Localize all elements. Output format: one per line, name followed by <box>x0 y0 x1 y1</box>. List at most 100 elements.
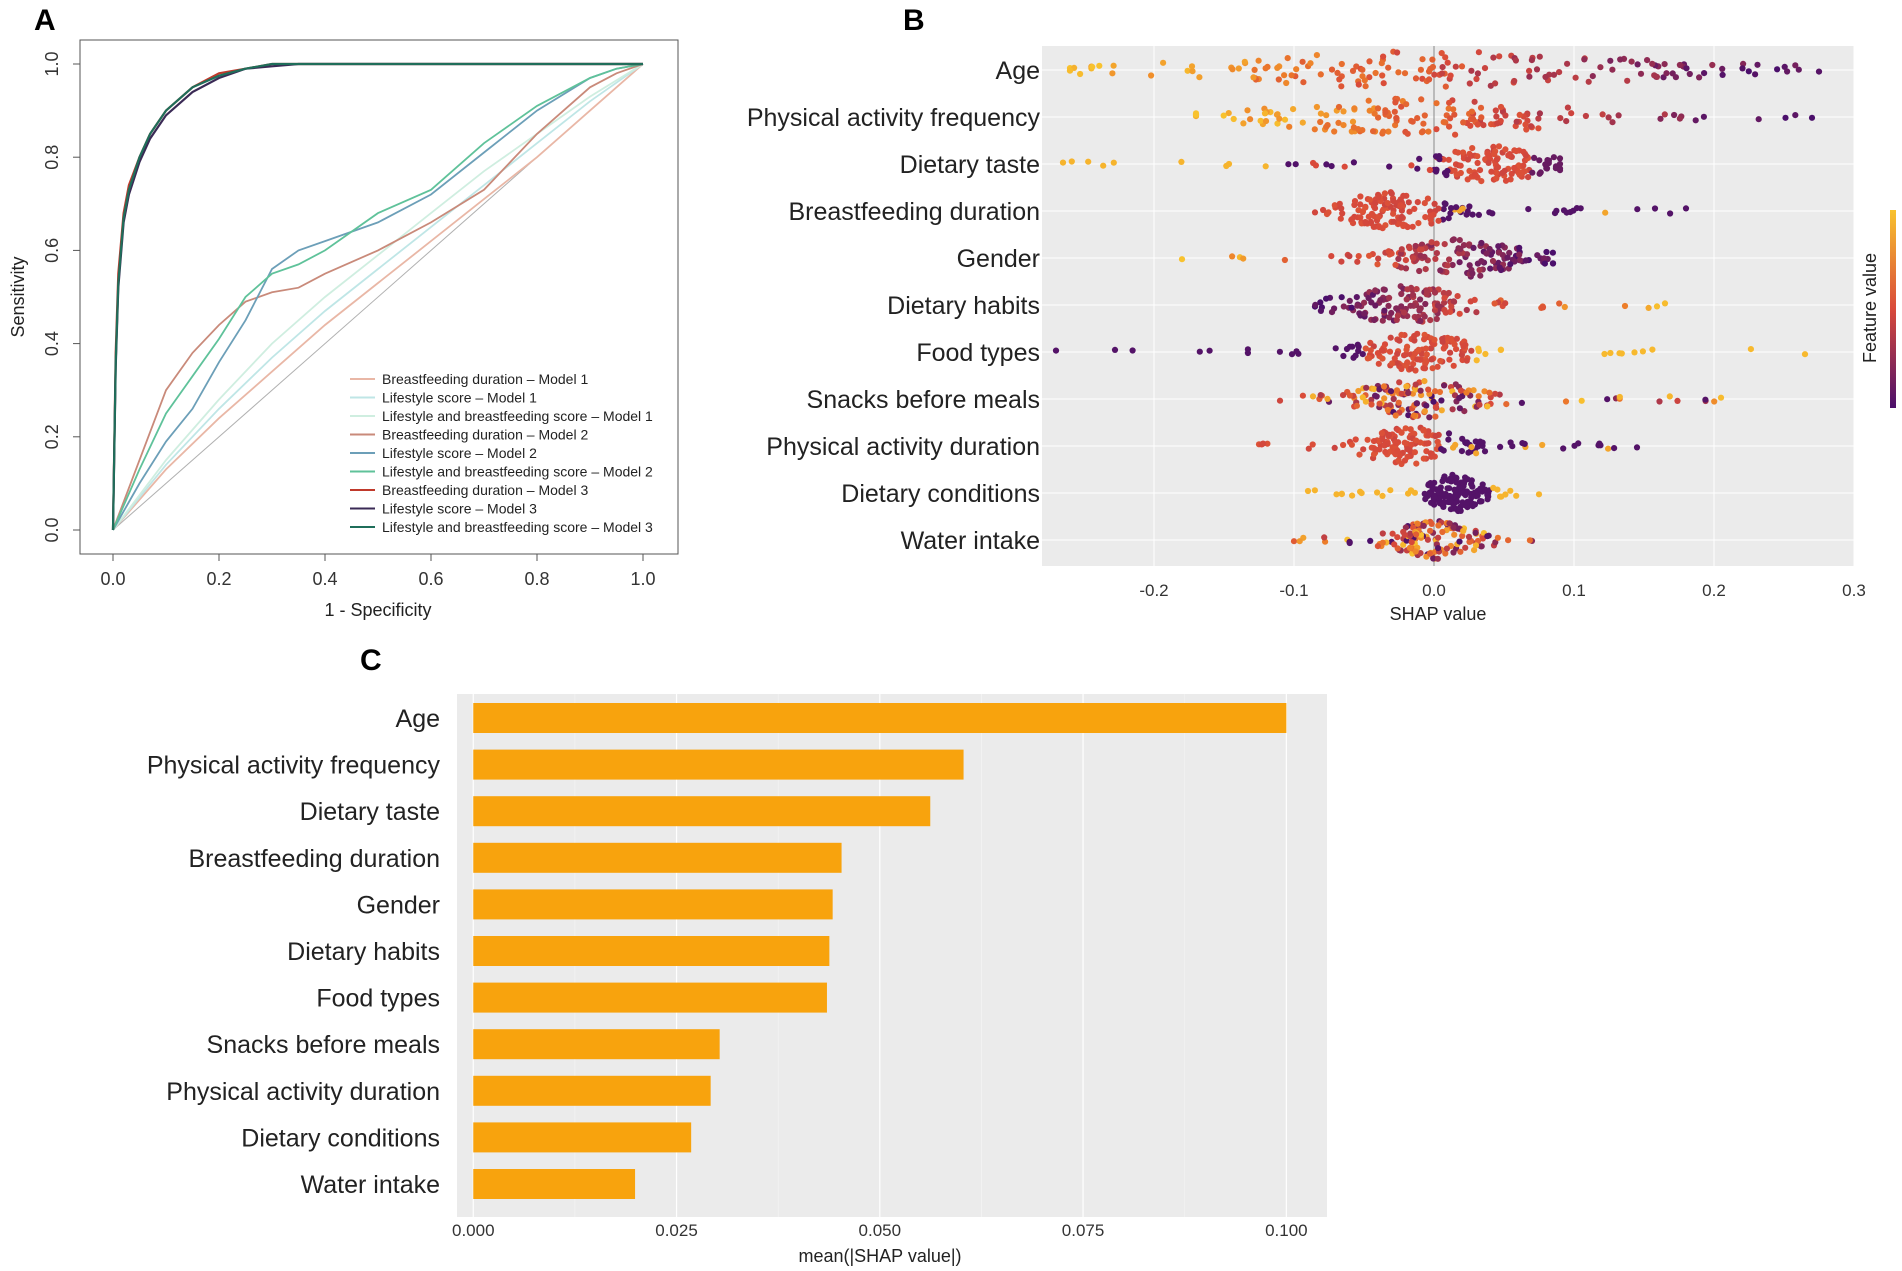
shap-dot <box>1502 300 1509 307</box>
bar-9 <box>473 1075 711 1106</box>
shap-dot <box>1451 167 1458 174</box>
shap-dot <box>1561 303 1568 311</box>
shap-dot <box>1560 445 1567 452</box>
shap-dot <box>1317 118 1324 126</box>
shap-dot <box>1311 126 1318 133</box>
shap-dot <box>1313 52 1320 59</box>
shap-dot <box>1400 528 1407 536</box>
shap-dot <box>1433 250 1440 257</box>
shap-dot <box>1456 259 1463 266</box>
roc-x-tick-label: 0.0 <box>100 569 125 589</box>
shap-dot <box>1419 128 1426 135</box>
shap-dot <box>1336 76 1343 83</box>
shap-dot <box>1372 200 1379 207</box>
shap-dot <box>1507 487 1514 494</box>
shap-dot <box>1616 393 1623 401</box>
shap-dot <box>1412 381 1419 388</box>
shap-dot <box>1096 62 1103 69</box>
shap-dot <box>1473 75 1480 83</box>
shap-dot <box>1225 160 1233 168</box>
shap-dot <box>1526 537 1533 544</box>
shap-dot <box>1476 498 1484 505</box>
shap-dot <box>1421 313 1428 320</box>
shap-dot <box>1371 205 1379 212</box>
shap-dot <box>1711 398 1718 405</box>
shap-dot <box>1359 394 1366 401</box>
shap-dot <box>1276 348 1283 355</box>
beeswarm-feature-label: Gender <box>957 245 1040 273</box>
bar-category-label: Food types <box>316 985 440 1013</box>
shap-dot <box>1481 448 1489 455</box>
shap-dot <box>1398 213 1405 220</box>
shap-dot <box>1331 444 1338 451</box>
shap-dot <box>1414 356 1421 363</box>
roc-x-axis-label: 1 - Specificity <box>324 600 431 620</box>
shap-dot <box>1639 348 1646 355</box>
shap-dot <box>1328 253 1335 260</box>
shap-dot <box>1442 309 1449 316</box>
shap-dot <box>1357 488 1364 495</box>
shap-dot <box>1445 436 1452 443</box>
shap-dot <box>1461 408 1468 415</box>
shap-dot <box>1337 215 1344 222</box>
shap-dot <box>1408 162 1415 169</box>
shap-dot <box>1276 115 1283 122</box>
shap-dot <box>1637 70 1645 77</box>
shap-dot <box>1671 111 1678 119</box>
beeswarm-x-tick-label: -0.1 <box>1279 581 1308 600</box>
shap-dot <box>1459 149 1467 156</box>
shap-dot <box>1676 61 1683 69</box>
shap-dot <box>1634 61 1641 68</box>
shap-dot <box>1281 72 1288 79</box>
shap-dot <box>1471 98 1478 105</box>
beeswarm-x-axis-label: SHAP value <box>1390 604 1487 624</box>
shap-dot <box>1354 258 1361 265</box>
mean-shap-bar-chart: Age Physical activity frequency Dietary ta… <box>147 694 1327 1266</box>
shap-dot <box>1428 212 1435 219</box>
shap-dot <box>1450 549 1457 556</box>
shap-dot <box>1432 413 1439 420</box>
beeswarm-feature-label: Dietary conditions <box>841 480 1040 508</box>
shap-dot <box>1473 309 1480 316</box>
shap-dot <box>1413 460 1420 467</box>
shap-dot <box>1438 70 1446 77</box>
shap-dot <box>1379 492 1386 499</box>
shap-dot <box>1504 254 1511 261</box>
shap-dot <box>1398 290 1405 298</box>
bar-3 <box>473 796 931 827</box>
roc-y-axis-label: Sensitivity <box>8 256 28 337</box>
shap-dot <box>1421 200 1428 207</box>
shap-dot <box>1251 66 1258 73</box>
shap-dot <box>1405 412 1412 419</box>
shap-dot <box>1348 441 1355 448</box>
shap-dot <box>1324 122 1331 129</box>
shap-dot <box>1404 446 1411 453</box>
shap-dot <box>1411 337 1418 344</box>
shap-dot <box>1557 115 1564 122</box>
shap-dot <box>1304 487 1312 495</box>
shap-dot <box>1394 312 1401 319</box>
shap-dot <box>1526 73 1533 80</box>
shap-dot <box>1447 115 1454 122</box>
shap-dot <box>1089 63 1096 70</box>
shap-dot <box>1349 492 1356 499</box>
shap-dot <box>1275 76 1282 83</box>
shap-dot <box>1323 112 1330 119</box>
shap-dot <box>1599 111 1606 118</box>
shap-dot <box>1340 352 1347 360</box>
shap-dot <box>1477 104 1485 111</box>
shap-dot <box>1452 441 1459 448</box>
shap-dot <box>1390 197 1397 205</box>
shap-dot <box>1463 251 1471 258</box>
shap-dot <box>1425 432 1432 439</box>
shap-dot <box>1111 346 1119 353</box>
shap-dot <box>1393 387 1401 394</box>
shap-dot <box>1747 346 1754 353</box>
shap-dot <box>1439 490 1446 497</box>
shap-dot <box>1472 438 1479 445</box>
roc-x-tick-label: 0.8 <box>524 569 549 589</box>
shap-dot <box>1437 267 1444 274</box>
shap-dot <box>1494 120 1501 127</box>
shap-dot <box>1486 389 1493 396</box>
shap-dot <box>1717 394 1725 401</box>
